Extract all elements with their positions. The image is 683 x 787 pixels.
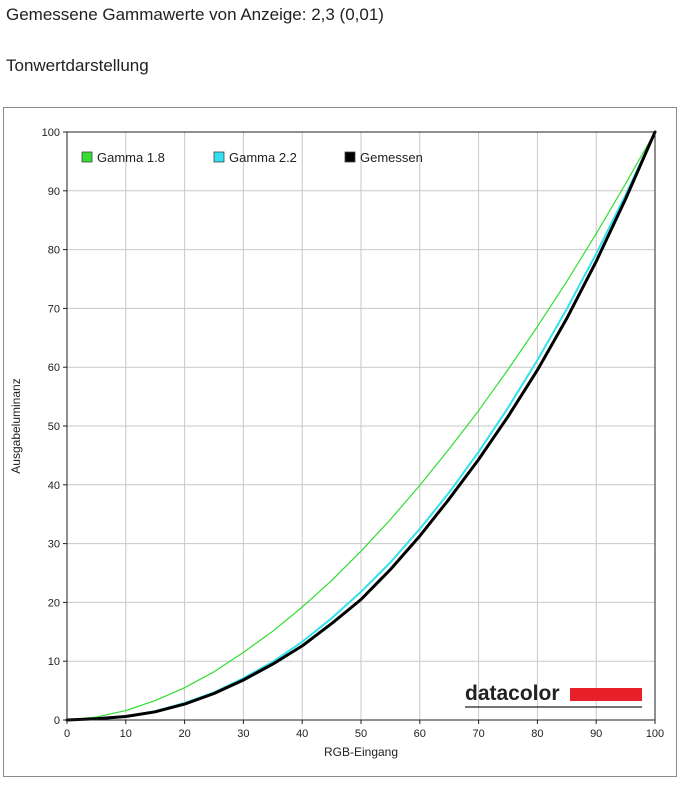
x-tick-label: 0 xyxy=(64,728,70,740)
datacolor-logo-bar xyxy=(570,688,642,701)
x-axis-label: RGB-Eingang xyxy=(324,745,398,759)
y-tick-label: 70 xyxy=(48,303,60,315)
y-tick-label: 40 xyxy=(48,480,60,492)
section-title: Tonwertdarstellung xyxy=(6,56,149,75)
x-tick-label: 60 xyxy=(414,728,426,740)
x-tick-label: 50 xyxy=(355,728,367,740)
y-tick-label: 60 xyxy=(48,362,60,374)
chart-frame: 0 10 20 30 40 50 60 70 80 90 100 0 10 20 30 40 50 60 70 80 9… xyxy=(3,107,677,777)
legend-label-gamma-2-2: Gamma 2.2 xyxy=(229,150,297,165)
x-tick-label: 80 xyxy=(531,728,543,740)
series-line-0 xyxy=(66,131,656,721)
grid xyxy=(67,132,655,720)
y-tick-label: 50 xyxy=(48,421,60,433)
datacolor-logo-text: datacolor xyxy=(465,682,560,705)
x-tick-label: 70 xyxy=(472,728,484,740)
y-tick-label: 100 xyxy=(42,127,60,139)
series-line-2 xyxy=(65,130,657,722)
x-tick-label: 10 xyxy=(120,728,132,740)
y-tick-label: 20 xyxy=(48,597,60,609)
tick-labels: 0 10 20 30 40 50 60 70 80 90 100 0 10 20 30 40 50 60 70 80 9… xyxy=(42,127,665,740)
legend-label-gemessen: Gemessen xyxy=(360,150,423,165)
tone-response-chart: 0 10 20 30 40 50 60 70 80 90 100 0 10 20 30 40 50 60 70 80 9… xyxy=(9,127,665,759)
legend: Gamma 1.8 Gamma 2.2 Gemessen xyxy=(81,150,423,165)
legend-label-gamma-1-8: Gamma 1.8 xyxy=(97,150,165,165)
legend-swatch-gamma-1-8 xyxy=(81,151,93,163)
y-tick-label: 80 xyxy=(48,245,60,257)
datacolor-logo: datacolor xyxy=(465,682,642,708)
legend-swatch-gamma-2-2 xyxy=(213,151,225,163)
y-tick-label: 0 xyxy=(54,715,60,727)
y-tick-label: 90 xyxy=(48,186,60,198)
measured-gamma-text: Gemessene Gammawerte von Anzeige: 2,3 (0… xyxy=(6,5,384,24)
x-tick-label: 40 xyxy=(296,728,308,740)
legend-swatch-gemessen xyxy=(344,151,356,163)
x-tick-label: 90 xyxy=(590,728,602,740)
y-tick-label: 30 xyxy=(48,539,60,551)
x-tick-label: 30 xyxy=(237,728,249,740)
series-lines xyxy=(65,130,657,722)
y-tick-label: 10 xyxy=(48,656,60,668)
x-tick-label: 100 xyxy=(646,728,664,740)
x-tick-label: 20 xyxy=(178,728,190,740)
y-axis-label: Ausgabeluminanz xyxy=(9,378,23,473)
